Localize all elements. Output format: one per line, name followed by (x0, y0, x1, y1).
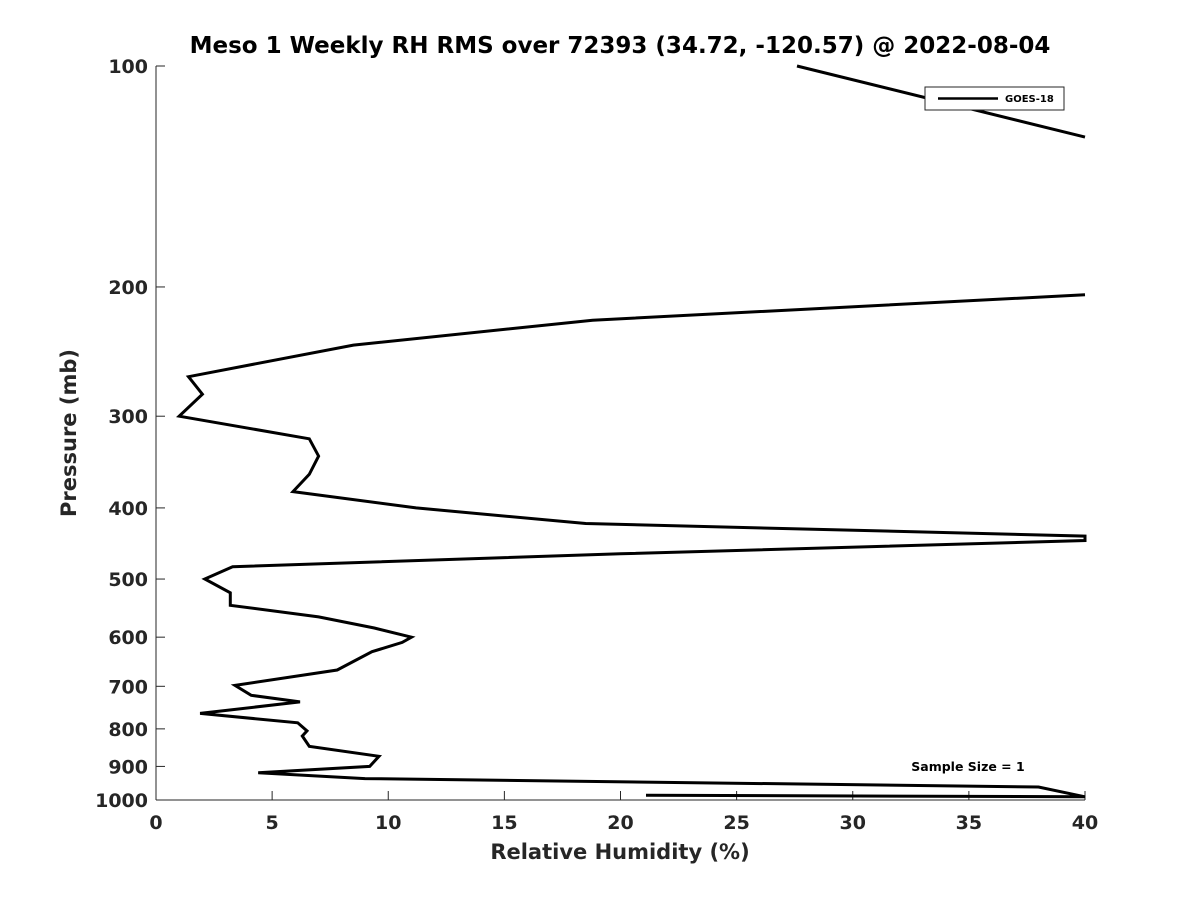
y-tick-label: 400 (108, 498, 148, 520)
x-tick-label: 20 (607, 812, 633, 834)
y-tick-label: 100 (108, 56, 148, 78)
x-axis-label: Relative Humidity (%) (490, 840, 749, 864)
plot-area: 0 5 10 15 20 25 30 35 40 100 200 300 400 500 600 700 80… (95, 56, 1098, 834)
x-tick-label: 10 (375, 812, 401, 834)
y-tick-label: 500 (108, 569, 148, 591)
sample-size-annotation: Sample Size = 1 (911, 759, 1024, 774)
chart-title: Meso 1 Weekly RH RMS over 72393 (34.72, … (190, 33, 1051, 59)
x-tick-label: 15 (491, 812, 517, 834)
y-axis-label: Pressure (mb) (57, 349, 81, 517)
x-tick-label: 40 (1072, 812, 1098, 834)
y-ticks: 100 200 300 400 500 600 700 800 900 1000 (95, 56, 165, 812)
legend: GOES-18 (924, 86, 1065, 111)
y-tick-label: 200 (108, 277, 148, 299)
y-tick-label: 600 (108, 627, 148, 649)
x-tick-label: 5 (266, 812, 279, 834)
series-line-goes-18 (176, 293, 1087, 799)
x-tick-label: 35 (956, 812, 982, 834)
legend-label: GOES-18 (1005, 94, 1054, 105)
x-tick-label: 25 (723, 812, 749, 834)
y-tick-label: 800 (108, 719, 148, 741)
y-tick-label: 700 (108, 676, 148, 698)
y-tick-label: 300 (108, 406, 148, 428)
y-tick-label: 1000 (95, 790, 148, 812)
y-tick-label: 900 (108, 756, 148, 778)
x-ticks: 0 5 10 15 20 25 30 35 40 (149, 791, 1098, 834)
x-tick-label: 30 (840, 812, 866, 834)
x-tick-label: 0 (149, 812, 162, 834)
series-layer (176, 64, 1087, 799)
